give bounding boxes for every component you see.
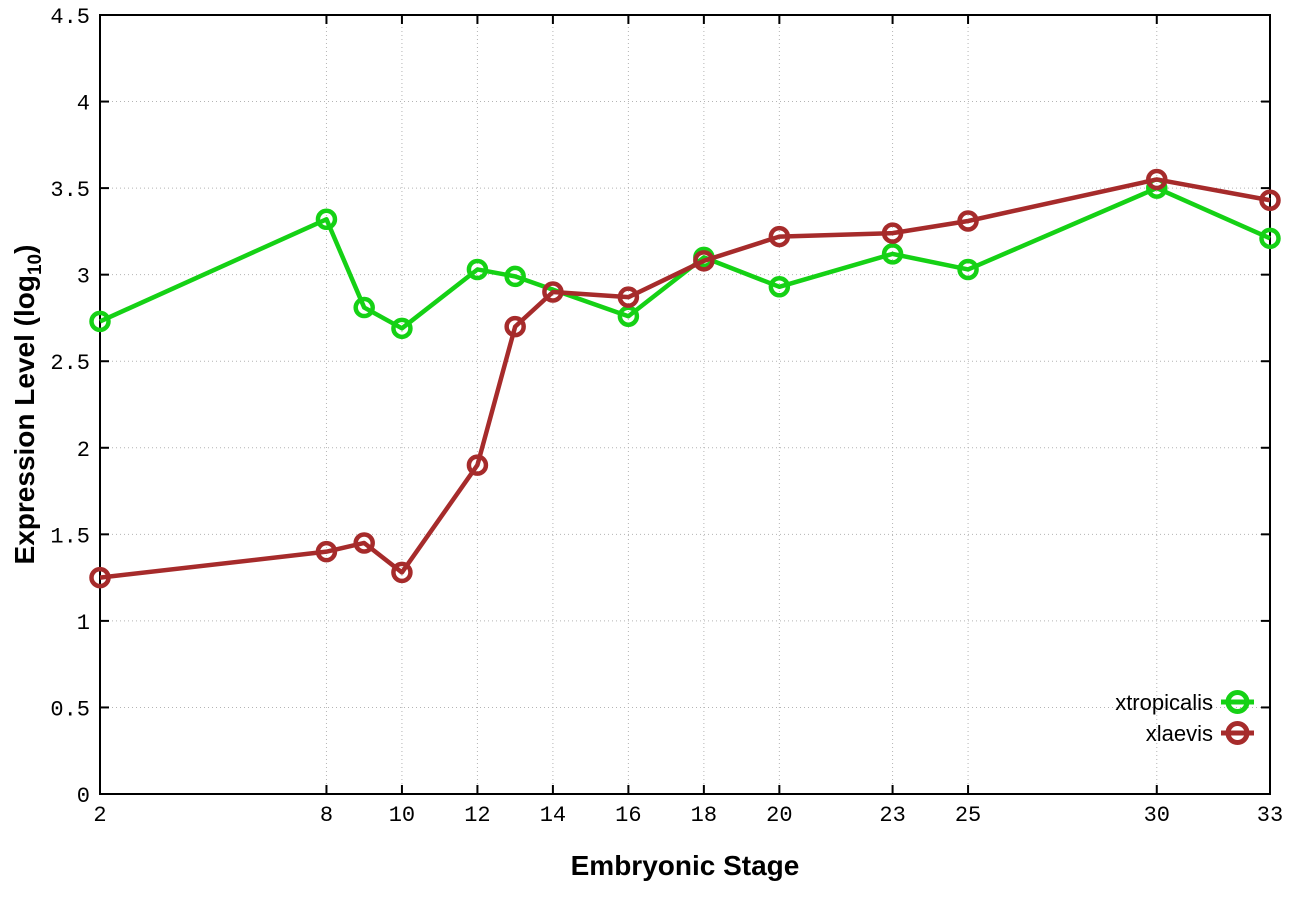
y-tick-label: 4.5 [50, 5, 90, 30]
y-tick-label: 0.5 [50, 697, 90, 722]
y-tick-label: 0 [77, 784, 90, 809]
y-tick-label: 3 [77, 265, 90, 290]
series-xlaevis-marker [881, 222, 904, 244]
legend-label-xlaevis: xlaevis [1146, 721, 1213, 746]
x-tick-label: 8 [320, 803, 333, 828]
series-xtropicalis-marker [466, 258, 489, 281]
x-tick-label: 20 [766, 803, 792, 828]
series-xlaevis-marker [89, 566, 111, 589]
legend: xtropicalis xlaevis [1115, 690, 1254, 746]
x-tick-label: 23 [879, 803, 905, 828]
series-xlaevis-marker [957, 210, 979, 232]
series-xtropicalis-marker [391, 317, 413, 340]
series-xlaevis-marker [1259, 189, 1281, 211]
x-tick-label: 18 [691, 803, 717, 828]
series-xlaevis-marker [504, 315, 526, 338]
y-tick-label: 1 [77, 611, 90, 636]
x-tick-label: 2 [93, 803, 106, 828]
x-tick-label: 33 [1257, 803, 1283, 828]
series-xtropicalis-line [99, 185, 1271, 331]
series-xlaevis-marker [315, 540, 338, 563]
x-tick-label: 12 [464, 803, 490, 828]
series-xlaevis-marker [391, 561, 413, 584]
legend-sample-marker-xlaevis [1225, 721, 1250, 745]
x-tick-label: 16 [615, 803, 641, 828]
legend-sample-marker-xtropicalis [1225, 690, 1250, 714]
series-xlaevis-marker [353, 532, 375, 554]
y-tick-label: 4 [77, 92, 90, 117]
series-xlaevis-marker [617, 286, 640, 308]
y-tick-label: 2 [77, 438, 90, 463]
series-xtropicalis-marker [315, 208, 338, 231]
series-xlaevis-marker [542, 281, 564, 303]
series-xlaevis-marker [693, 250, 715, 272]
series-xtropicalis-marker [504, 265, 526, 288]
x-tick-label: 10 [389, 803, 415, 828]
y-tick-label: 1.5 [50, 524, 90, 549]
series-xlaevis-marker [1146, 168, 1168, 191]
series-xlaevis-marker [466, 454, 489, 476]
x-tick-label: 30 [1144, 803, 1170, 828]
y-tick-label: 3.5 [50, 178, 90, 203]
plot-border [99, 14, 1271, 795]
y-axis-title: Expression Level (log10) [9, 245, 46, 565]
series-xtropicalis-marker [881, 243, 904, 265]
series-xlaevis-line [99, 177, 1271, 580]
series-xtropicalis-marker [1259, 227, 1281, 250]
series-xtropicalis-marker [89, 310, 111, 333]
series-xtropicalis-marker [768, 276, 791, 298]
x-tick-label: 14 [540, 803, 566, 828]
series-xlaevis-marker [768, 225, 791, 248]
legend-label-xtropicalis: xtropicalis [1115, 690, 1213, 715]
series-xtropicalis-marker [957, 258, 979, 281]
y-tick-label: 2.5 [50, 351, 90, 376]
series-xtropicalis-marker [353, 296, 375, 319]
x-tick-label: 25 [955, 803, 981, 828]
x-axis-title: Embryonic Stage [571, 850, 800, 881]
